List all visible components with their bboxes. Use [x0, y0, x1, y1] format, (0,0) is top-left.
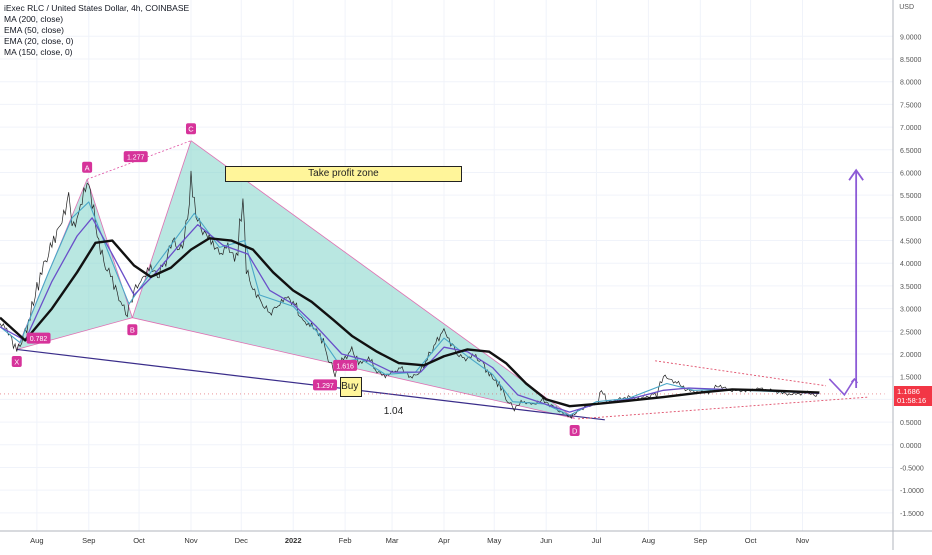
y-tick-label: 3.0000 — [900, 307, 922, 314]
trendline-wedge-upper — [655, 360, 827, 387]
x-tick-label: Sep — [694, 536, 707, 545]
y-tick-label: 6.5000 — [900, 148, 922, 155]
target-value-note: 1.04 — [383, 405, 404, 417]
y-tick-label: 0.5000 — [900, 420, 922, 427]
x-tick-label: Mar — [386, 536, 399, 545]
buy-zone[interactable]: Buy Zone — [340, 376, 362, 398]
y-tick-label: 1.5000 — [900, 375, 922, 382]
point-badge-B — [127, 324, 138, 336]
indicator-ma200[interactable]: MA (200, close) — [4, 14, 64, 24]
pattern-edge — [16, 317, 133, 350]
pattern-fill-layer — [16, 140, 575, 419]
pattern-bcd-fill — [132, 140, 575, 419]
x-tick-label: Aug — [30, 536, 43, 545]
take-profit-zone[interactable]: Take profit zone — [224, 165, 463, 183]
x-tick-label: Dec — [235, 536, 249, 545]
annotation-layer: X A B C D 0.782 1.277 1.616 1.297 — [11, 123, 864, 436]
pattern-edge-ac — [86, 140, 192, 180]
price-layer — [0, 170, 820, 419]
x-tick-label: Feb — [339, 536, 352, 545]
x-tick-label: Apr — [438, 536, 450, 545]
point-label-A: A — [85, 163, 90, 172]
y-tick-label: -1.5000 — [900, 511, 924, 518]
point-label-C: C — [188, 125, 194, 134]
point-label-B: B — [130, 326, 135, 335]
x-tick-label: Sep — [82, 536, 95, 545]
ratio-label: 1.616 — [336, 363, 354, 370]
y-tick-label: 0.0000 — [900, 443, 922, 450]
point-label-D: D — [572, 426, 578, 435]
point-badge-C — [185, 123, 196, 135]
x-tick-label: Jun — [540, 536, 552, 545]
grid-layer — [0, 0, 893, 531]
ratio-label: 1.277 — [127, 155, 145, 162]
symbol-title[interactable]: iExec RLC / United States Dollar, 4h, CO… — [4, 3, 190, 13]
point-badge-X — [11, 355, 22, 367]
y-tick-label: 8.5000 — [900, 57, 922, 64]
pattern-xab-fill — [16, 179, 133, 350]
current-price: 1.1686 — [897, 386, 920, 396]
x-tick-label: Jul — [592, 536, 602, 545]
trendline-layer — [0, 348, 885, 421]
current-price-tag: 1.1686 01:58:16 — [894, 385, 932, 406]
ratio-badge — [333, 359, 358, 371]
indicator-ema20[interactable]: EMA (20, close, 0) — [4, 36, 74, 46]
y-tick-label: -0.5000 — [900, 465, 924, 472]
x-tick-label: Aug — [642, 536, 655, 545]
bar-countdown: 01:58:16 — [897, 395, 927, 405]
price-series — [0, 170, 820, 419]
y-tick-label: 6.0000 — [900, 170, 922, 177]
y-tick-label: 7.0000 — [900, 125, 922, 132]
trendline-wedge-lower — [577, 396, 868, 420]
ratio-badge — [123, 151, 148, 163]
point-badge-A — [82, 161, 93, 173]
x-tick-label: Nov — [184, 536, 198, 545]
point-label-X: X — [14, 357, 19, 366]
y-tick-label: 5.0000 — [900, 216, 922, 223]
indicator-ema50[interactable]: EMA (50, close) — [4, 25, 64, 35]
x-tick-label: 2022 — [285, 536, 302, 545]
currency-label: USD — [899, 4, 914, 11]
ratio-badge — [26, 332, 51, 344]
x-tick-label: May — [487, 536, 501, 545]
ratio-label: 1.297 — [316, 383, 334, 390]
y-tick-label: -1.0000 — [900, 488, 924, 495]
y-tick-label: 8.0000 — [900, 80, 922, 87]
x-tick-label: Nov — [796, 536, 810, 545]
ratio-badge — [313, 379, 338, 391]
point-badge-D — [569, 424, 580, 436]
y-tick-label: 3.5000 — [900, 284, 922, 291]
x-tick-label: Oct — [133, 536, 146, 545]
ma200-series — [0, 237, 820, 408]
pattern-edge — [131, 140, 192, 318]
ratio-label: 0.782 — [30, 336, 48, 343]
y-tick-label: 2.5000 — [900, 329, 922, 336]
y-tick-label: 4.0000 — [900, 261, 922, 268]
chart-legend: iExec RLC / United States Dollar, 4h, CO… — [4, 3, 189, 58]
projection-up-arrow-head — [848, 168, 864, 181]
y-tick-label: 9.0000 — [900, 34, 922, 41]
y-tick-label: 7.5000 — [900, 102, 922, 109]
indicator-ma150[interactable]: MA (150, close, 0) — [4, 47, 73, 57]
trendline-support — [16, 348, 605, 421]
y-tick-label: 2.0000 — [900, 352, 922, 359]
projection-zigzag — [828, 378, 856, 397]
x-tick-label: Oct — [745, 536, 758, 545]
y-tick-label: 4.5000 — [900, 239, 922, 246]
pattern-edge — [190, 140, 575, 419]
y-tick-label: 5.5000 — [900, 193, 922, 200]
